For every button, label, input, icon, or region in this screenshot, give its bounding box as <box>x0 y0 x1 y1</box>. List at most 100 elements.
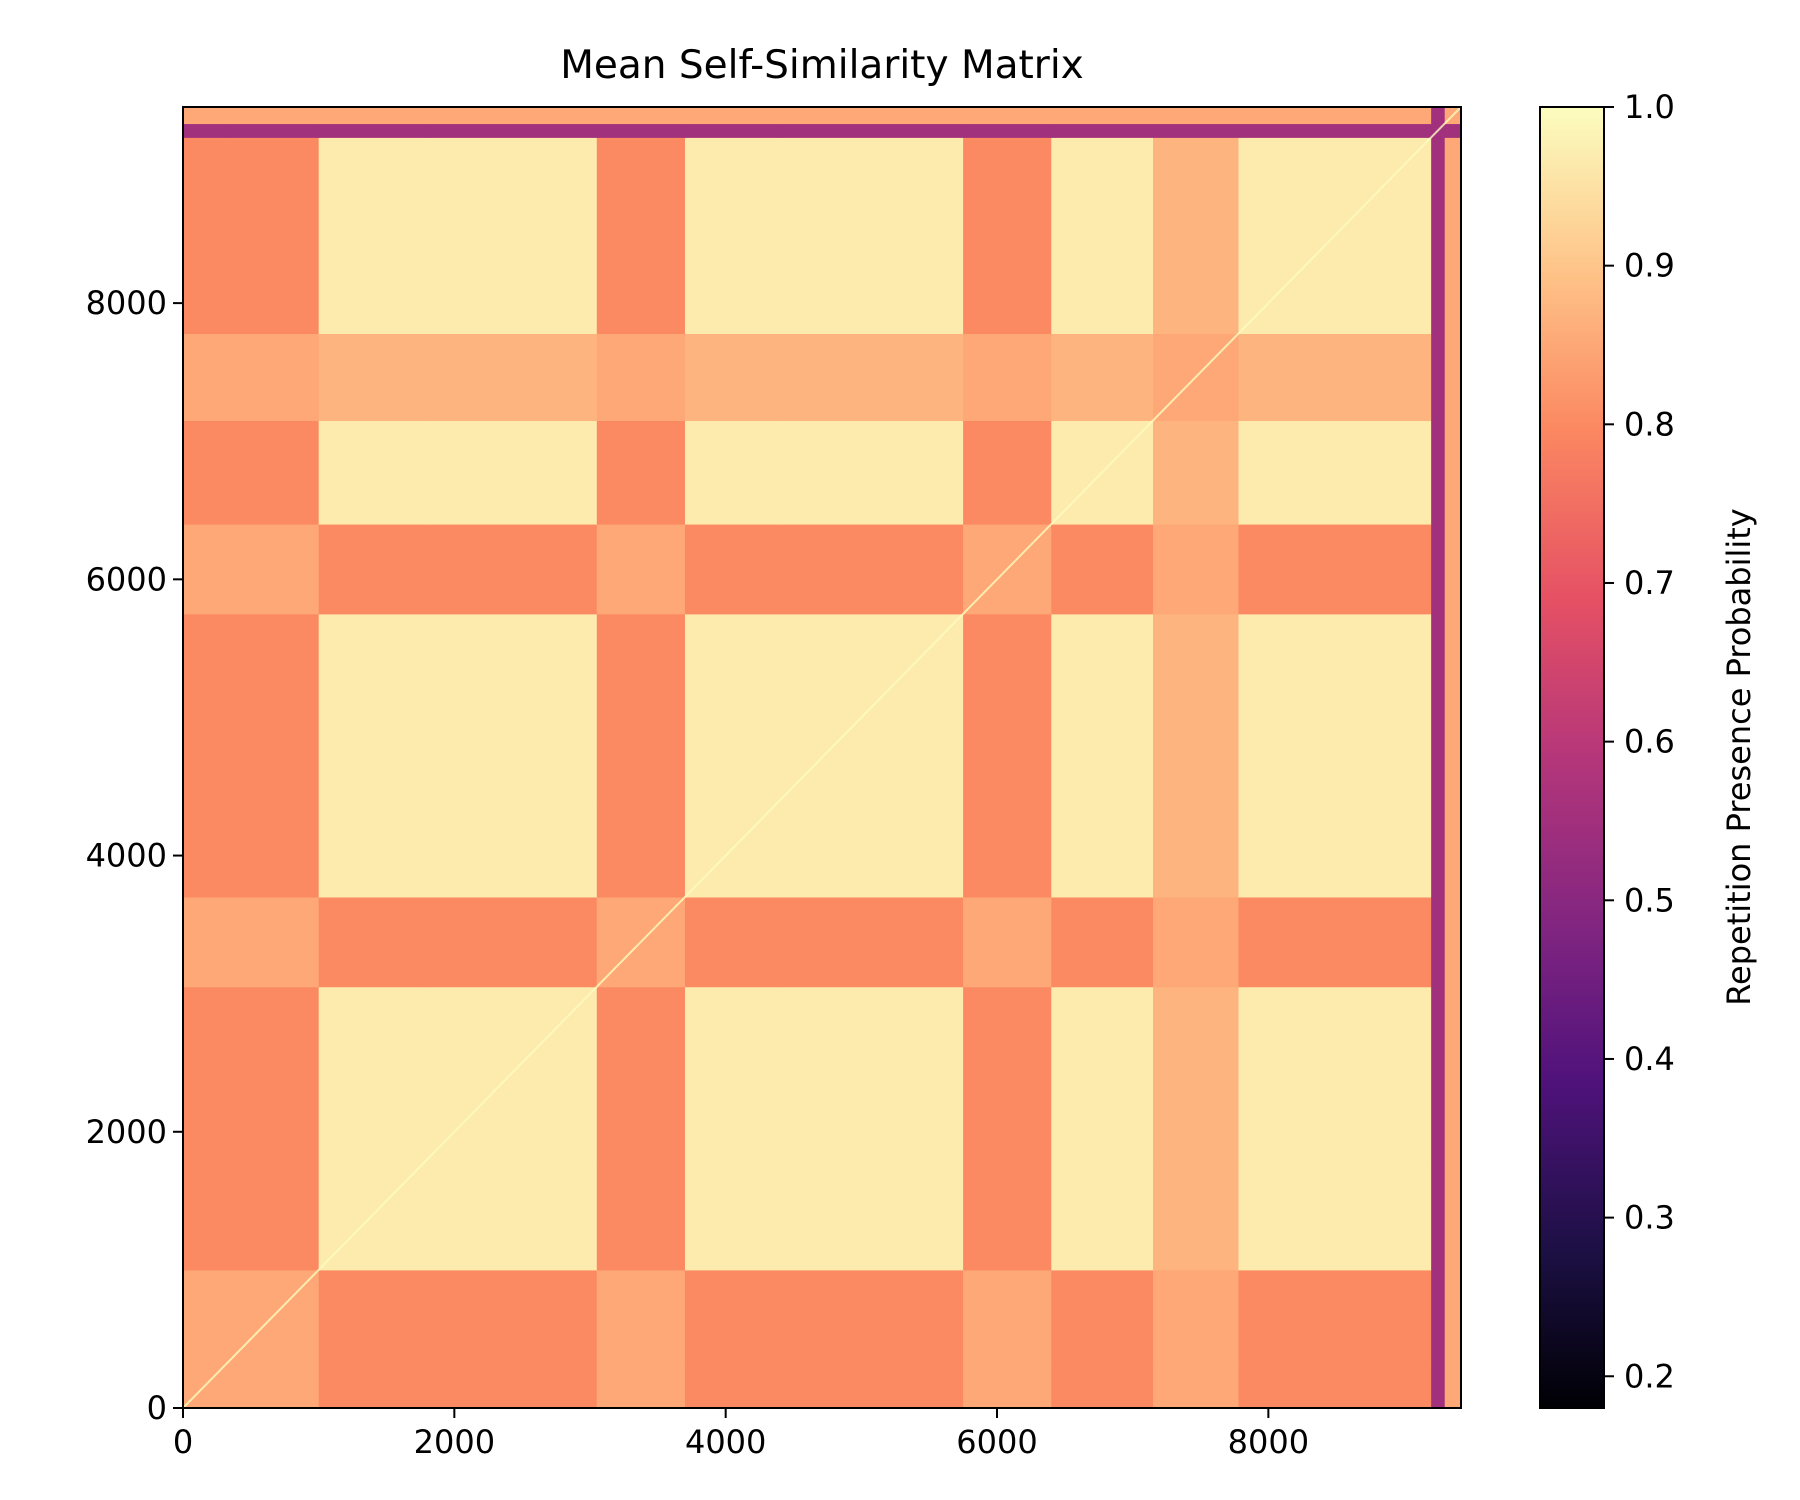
heatmap-cell <box>318 107 425 125</box>
heatmap-cell <box>963 896 1052 988</box>
y-tick-label: 2000 <box>86 1113 167 1151</box>
heatmap-cell <box>1444 420 1462 525</box>
heatmap-cell <box>1431 1269 1446 1365</box>
colorbar-tick-label: 0.9 <box>1624 247 1675 285</box>
heatmap-cell <box>1153 1269 1239 1365</box>
heatmap-cell <box>777 420 964 525</box>
heatmap-cell <box>1444 803 1462 898</box>
heatmap-cell <box>318 123 425 138</box>
colorbar-tick-label: 0.4 <box>1624 1040 1675 1078</box>
heatmap-cell <box>777 333 964 422</box>
heatmap-cell <box>684 986 778 1163</box>
heatmap-cell <box>183 986 227 1163</box>
colorbar-tick-label: 0.7 <box>1624 564 1675 602</box>
heatmap-cell <box>183 123 227 138</box>
heatmap-cell <box>183 803 227 898</box>
heatmap-cell <box>226 986 320 1163</box>
heatmap-cell <box>226 1162 320 1271</box>
heatmap-cell <box>684 333 778 422</box>
heatmap-cell <box>424 524 598 615</box>
heatmap-cell <box>963 803 1052 898</box>
heatmap-cell <box>596 803 686 898</box>
heatmap-cell <box>1431 524 1446 615</box>
heatmap-cell <box>1051 896 1154 988</box>
heatmap-cell <box>424 1269 598 1365</box>
heatmap-diagonal <box>182 106 1462 1409</box>
x-tick-label: 6000 <box>956 1423 1037 1461</box>
heatmap-cell <box>1051 803 1154 898</box>
heatmap-cell <box>318 137 425 334</box>
heatmap-cell <box>1431 613 1446 804</box>
heatmap-cell <box>963 986 1052 1163</box>
heatmap-cell <box>963 1363 1052 1409</box>
heatmap-cell <box>1444 1162 1462 1271</box>
heatmap-cell <box>596 986 686 1163</box>
heatmap-cell <box>226 123 320 138</box>
heatmap-cell <box>963 1269 1052 1365</box>
heatmap-cell <box>777 896 964 988</box>
x-tick-label: 8000 <box>1228 1423 1309 1461</box>
heatmap-cell <box>183 107 227 125</box>
plot-frame <box>182 106 1462 1409</box>
heatmap-cell <box>1444 1363 1462 1409</box>
heatmap-cell <box>1444 1269 1462 1365</box>
heatmap-cell <box>963 1162 1052 1271</box>
y-tick-label: 0 <box>147 1389 167 1427</box>
heatmap-cell <box>596 1269 686 1365</box>
heatmap-cell <box>318 1363 425 1409</box>
heatmap-cell <box>424 613 598 804</box>
heatmap-cell <box>318 1269 425 1365</box>
heatmap-cell <box>226 803 320 898</box>
colorbar-tick-label: 0.6 <box>1624 723 1675 761</box>
chart-title: Mean Self-Similarity Matrix <box>560 43 1084 88</box>
colorbar-tick-label: 0.2 <box>1624 1357 1675 1395</box>
heatmap-cell <box>1051 107 1154 125</box>
heatmap-cell <box>777 137 964 334</box>
heatmap-cell <box>424 333 598 422</box>
heatmap-cell <box>684 896 778 988</box>
heatmap-cell <box>963 333 1052 422</box>
y-tick-label: 8000 <box>86 284 167 322</box>
heatmap-cell <box>1431 107 1446 125</box>
heatmap-cell <box>684 613 778 804</box>
heatmap-cell <box>1051 1162 1154 1271</box>
heatmap-cell <box>777 986 964 1163</box>
heatmap-cell <box>596 1162 686 1271</box>
heatmap-cell <box>1431 333 1446 422</box>
heatmap-cell <box>684 1162 778 1271</box>
heatmap-cell <box>183 137 227 334</box>
heatmap-cell <box>1444 986 1462 1163</box>
heatmap-cell <box>1153 420 1239 525</box>
heatmap-cell <box>777 1363 964 1409</box>
heatmap-cell <box>424 137 598 334</box>
heatmap-cell <box>1051 1269 1154 1365</box>
heatmap-cell <box>596 123 686 138</box>
heatmap-cell <box>963 107 1052 125</box>
heatmap-cell <box>1238 524 1432 615</box>
heatmap-cell <box>226 524 320 615</box>
heatmap-cell <box>424 1162 598 1271</box>
heatmap-cell <box>596 107 686 125</box>
heatmap-cell <box>963 137 1052 334</box>
x-tick-label: 4000 <box>685 1423 766 1461</box>
heatmap-cell <box>1153 524 1239 615</box>
heatmap-cell <box>183 613 227 804</box>
heatmap-cell <box>1444 524 1462 615</box>
heatmap-cell <box>424 123 598 138</box>
heatmap-cell <box>1238 1269 1432 1365</box>
heatmap-cell <box>1238 1162 1432 1271</box>
colorbar-tick-label: 1.0 <box>1624 88 1675 126</box>
heatmap-cell <box>1238 333 1432 422</box>
colorbar-label: Repetition Presence Probability <box>1720 508 1758 1006</box>
heatmap-cell <box>1153 803 1239 898</box>
heatmap-cell <box>777 123 964 138</box>
heatmap-cell <box>596 524 686 615</box>
heatmap-cell <box>1444 137 1462 334</box>
colorbar-frame <box>1539 106 1605 1409</box>
heatmap-cell <box>424 1363 598 1409</box>
heatmap-cell <box>1444 123 1462 138</box>
y-tick-label: 4000 <box>86 837 167 875</box>
heatmap-cell <box>777 803 964 898</box>
heatmap-cell <box>1431 1162 1446 1271</box>
heatmap-cell <box>424 420 598 525</box>
